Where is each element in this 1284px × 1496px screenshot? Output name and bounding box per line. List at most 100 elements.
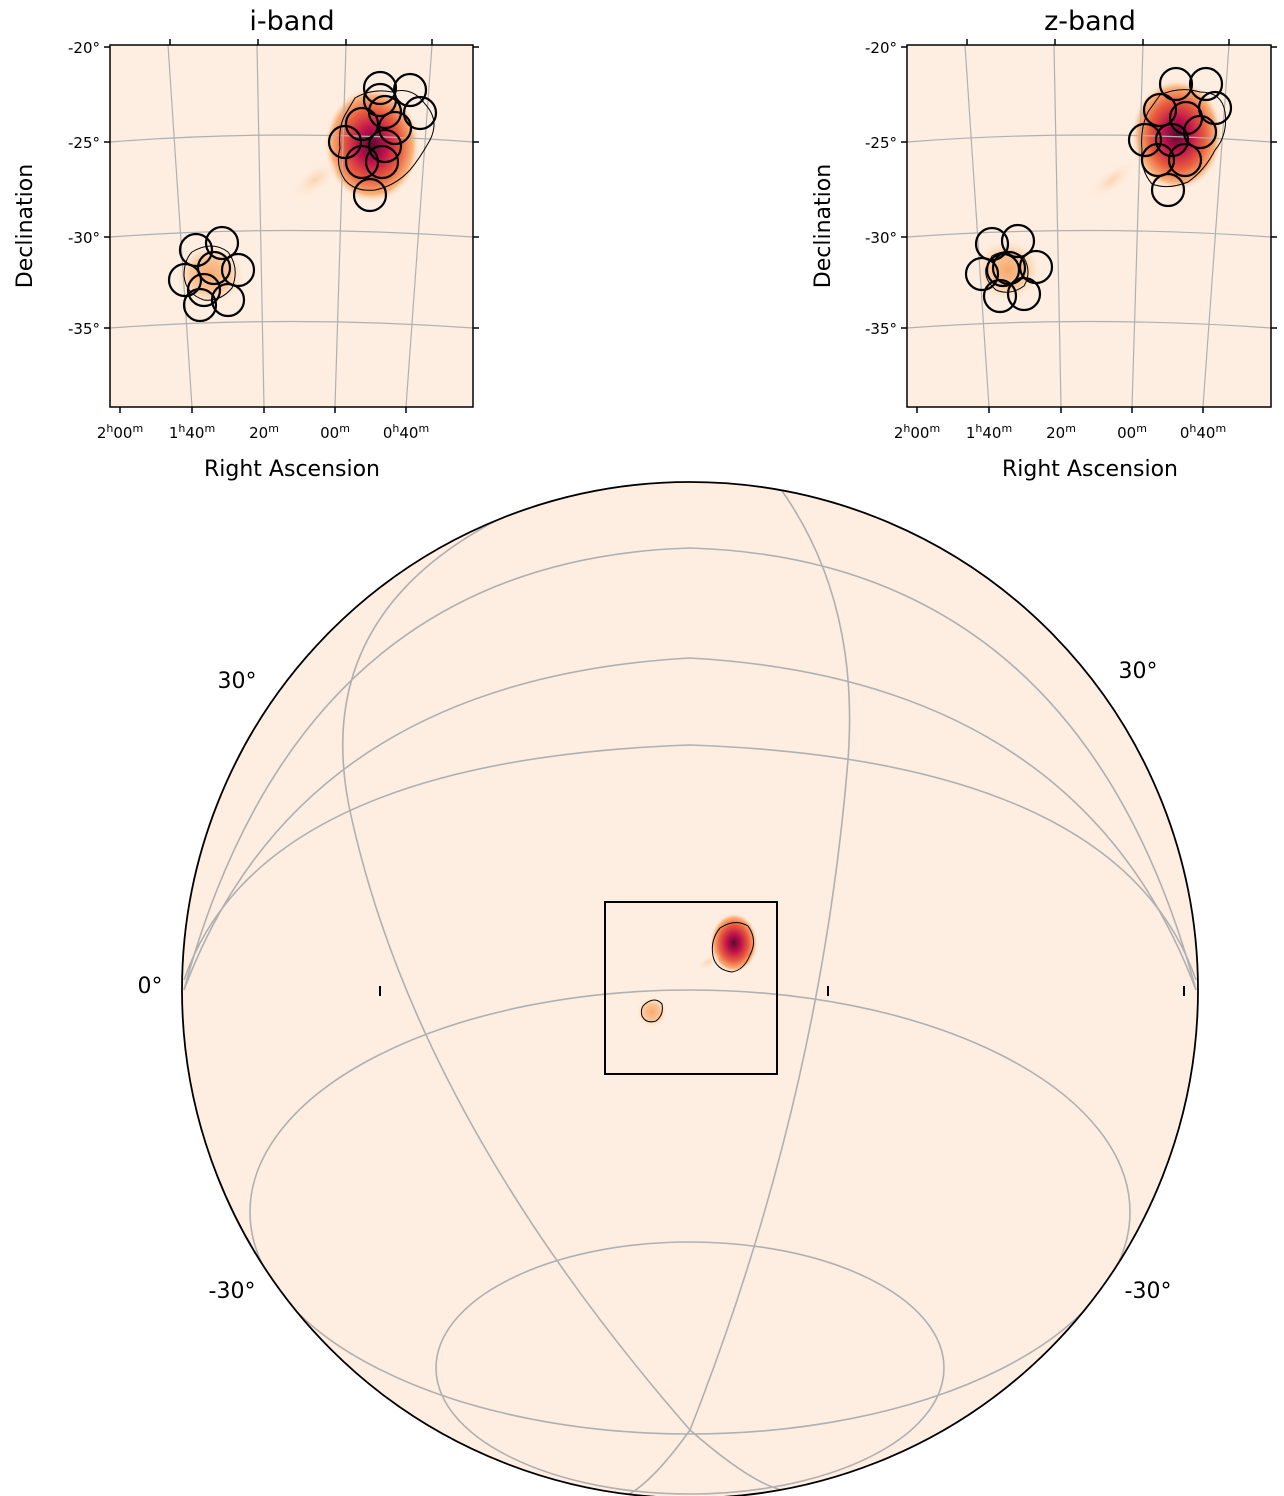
tick-marks [104,39,479,413]
pointing-circle [1158,66,1194,102]
y-axis-label: Declination [811,164,836,288]
y-tick-label: -30° [865,229,897,247]
latitude-label: 30° [1119,659,1158,684]
pointing-circle [1006,276,1042,312]
pointing-circle [1150,172,1186,208]
pointing-circle [186,272,222,308]
pointing-circle [362,82,398,118]
latitude-label: 30° [218,669,257,694]
y-tick-label: -35° [865,320,897,338]
y-axis-label: Declination [13,164,38,288]
pointing-circle [1142,92,1178,128]
pointing-circle [1154,122,1190,158]
x-tick-labels: 2h00m 1h40m 20m 00m 0h40m [97,422,429,442]
y-tick-labels: -20° -25° -30° -35° [865,39,897,338]
tick-marks [901,39,1277,413]
pointing-circle [220,252,256,288]
x-tick-label: 2h00m [97,422,143,442]
latitude-line [183,744,1197,981]
pointing-circle [327,124,363,160]
pointing-circle [1167,142,1203,178]
x-tick-label: 1h40m [169,422,215,442]
x-tick-label: 00m [1117,422,1147,442]
globe-background [182,482,1198,1496]
x-tick-label: 2h00m [894,422,940,442]
pointing-circle [402,95,438,131]
pointing-circle [362,70,398,106]
probability-blob-main [710,913,758,973]
contour-main [337,90,435,191]
meridian-line [609,487,851,1496]
y-tick-label: -25° [68,134,100,152]
probability-blob-tail [289,159,341,201]
x-tick-label: 1h40m [966,422,1012,442]
globe-graticule [183,487,1197,1496]
inset-box [604,901,778,1075]
contour-main [711,922,754,973]
chart-title: i-band [249,6,334,37]
y-tick-label: -20° [865,39,897,57]
plot-area [907,45,1271,407]
pointing-circle [196,250,232,286]
x-tick-labels: 2h00m 1h40m 20m 00m 0h40m [894,422,1226,442]
panel-i-band: i-band Right Ascension Declination -20°-… [13,6,479,482]
x-tick-label: 0h40m [1180,422,1226,442]
y-tick-label: -25° [865,134,897,152]
pointing-circle [1188,66,1224,102]
probability-blob-tail [696,952,720,972]
pointing-circle [167,262,203,298]
plot-area [110,45,473,407]
pointing-circle [182,287,218,323]
pointing-circle [352,177,388,213]
meridian-line [341,499,801,1492]
probability-blob-tail [1086,160,1138,200]
y-tick-label: -20° [68,39,100,57]
grid-lines [907,45,1271,407]
y-tick-labels: -20° -25° -30° -35° [68,39,100,338]
x-axis-label: Right Ascension [204,457,380,482]
pointing-circle [392,72,428,108]
chart-title: z-band [1044,6,1136,37]
plot-frame [109,44,474,408]
globe-area [183,487,1197,1496]
pointing-circles [167,70,438,323]
grid-lines [110,45,473,407]
pointing-circle [1182,114,1218,150]
latitude-line [183,657,1197,991]
x-tick-label: 20m [1046,422,1076,442]
latitude-label: 0° [138,974,163,999]
y-tick-label: -35° [68,320,100,338]
pointing-circle [344,144,380,180]
globe-outline [181,481,1199,1496]
pointing-circle [1127,122,1163,158]
pointing-circle [367,128,403,164]
pointing-circle [364,144,400,180]
globe-panel: 30° 30° 0° -30° -30° [138,481,1199,1496]
pointing-circle [982,278,1018,314]
pointing-circle [204,225,240,261]
pointing-circle [964,256,1000,292]
pointing-circle [1140,142,1176,178]
pointing-circle [178,232,214,268]
x-axis-label: Right Ascension [1002,457,1178,482]
pointing-circles [964,66,1233,314]
latitude-ellipse [249,989,1131,1435]
pointing-circle [974,226,1010,262]
equator-ticks [379,986,1185,996]
probability-blob-secondary [636,996,668,1028]
contour-main [1141,89,1226,188]
x-tick-label: 20m [249,422,279,442]
y-tick-label: -30° [68,229,100,247]
pointing-circle [1000,223,1036,259]
contour-secondary [640,999,663,1023]
x-tick-label: 00m [320,422,350,442]
pointing-circle [344,106,380,142]
latitude-label: -30° [209,1279,256,1304]
plot-frame [906,44,1272,408]
latitude-ellipse [435,1241,945,1495]
pointing-circle [985,252,1021,288]
latitude-label: -30° [1125,1279,1172,1304]
pointing-circle [210,282,246,318]
